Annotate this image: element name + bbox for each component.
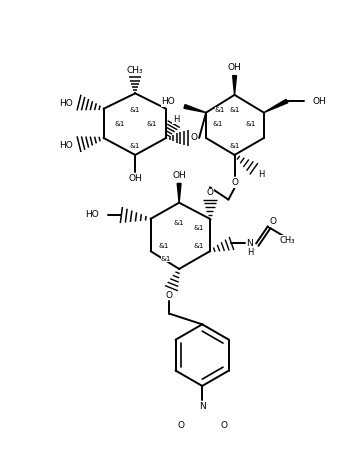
Text: CH₃: CH₃ <box>127 66 143 75</box>
Text: O: O <box>177 421 184 430</box>
Text: H: H <box>173 115 179 124</box>
Text: &1: &1 <box>130 143 141 149</box>
Text: &1: &1 <box>215 107 225 113</box>
Text: HO: HO <box>85 211 99 219</box>
Text: &1: &1 <box>174 220 184 226</box>
Text: &1: &1 <box>158 243 169 249</box>
Text: &1: &1 <box>229 107 240 113</box>
Text: &1: &1 <box>114 121 125 127</box>
Text: H: H <box>258 170 264 179</box>
Text: &1: &1 <box>161 256 171 262</box>
Polygon shape <box>184 105 206 112</box>
Text: &1: &1 <box>130 107 141 113</box>
Text: OH: OH <box>313 96 326 106</box>
Text: H: H <box>247 248 253 257</box>
Text: &1: &1 <box>245 121 256 127</box>
Text: &1: &1 <box>229 143 240 149</box>
Text: &1: &1 <box>193 243 204 249</box>
Text: N: N <box>199 402 206 411</box>
Text: HO: HO <box>59 141 73 150</box>
Text: O: O <box>270 218 277 226</box>
Text: O: O <box>231 178 238 187</box>
Text: &1: &1 <box>193 225 204 231</box>
Text: OH: OH <box>228 64 242 72</box>
Text: CH₃: CH₃ <box>279 236 295 245</box>
Text: O: O <box>206 188 213 197</box>
Text: O: O <box>220 421 227 430</box>
Text: N: N <box>247 239 253 248</box>
Text: O: O <box>166 291 173 300</box>
Text: OH: OH <box>128 174 142 183</box>
Polygon shape <box>264 99 288 112</box>
Text: O: O <box>190 133 197 143</box>
Polygon shape <box>177 183 181 203</box>
Text: HO: HO <box>161 97 175 106</box>
Polygon shape <box>232 75 237 95</box>
Text: OH: OH <box>172 171 186 180</box>
Text: &1: &1 <box>147 121 157 127</box>
Text: &1: &1 <box>212 121 223 127</box>
Text: HO: HO <box>59 99 73 108</box>
